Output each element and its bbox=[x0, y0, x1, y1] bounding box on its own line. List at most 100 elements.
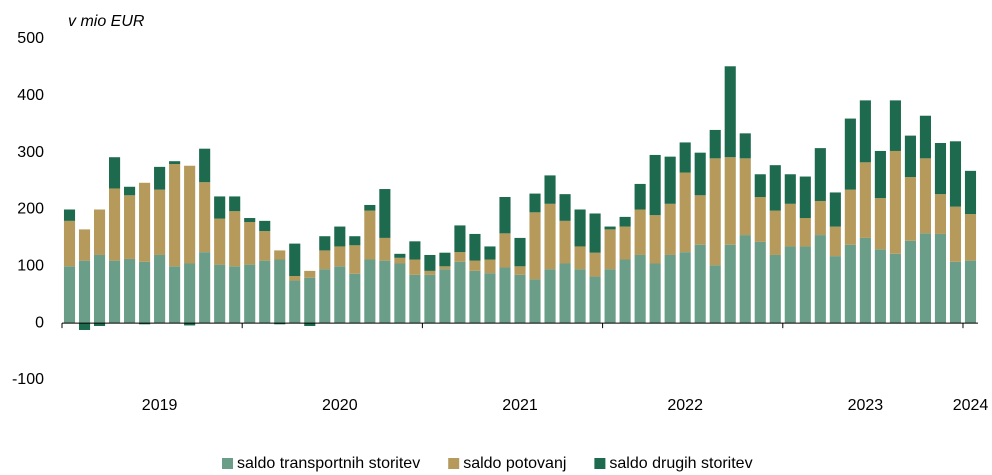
bar bbox=[904, 240, 916, 324]
bar bbox=[904, 177, 916, 241]
bar bbox=[469, 270, 481, 324]
bar bbox=[454, 261, 466, 324]
bar bbox=[334, 266, 346, 324]
bar bbox=[529, 193, 541, 213]
bar bbox=[499, 196, 511, 234]
y-tick-label: 0 bbox=[35, 314, 44, 331]
bar bbox=[499, 267, 511, 324]
bar bbox=[424, 270, 436, 275]
y-tick-label: 300 bbox=[17, 144, 44, 161]
y-tick-label: 500 bbox=[17, 30, 44, 47]
bar bbox=[829, 192, 841, 227]
bar bbox=[889, 253, 901, 324]
bar bbox=[574, 246, 586, 270]
bar bbox=[559, 194, 571, 221]
bar bbox=[139, 182, 151, 262]
x-tick-label: 2019 bbox=[142, 397, 178, 414]
bar bbox=[634, 254, 646, 324]
bar bbox=[289, 275, 301, 281]
bar bbox=[154, 189, 166, 255]
bar bbox=[409, 274, 421, 324]
legend-swatch bbox=[222, 458, 233, 469]
bar bbox=[394, 253, 406, 258]
bar bbox=[799, 218, 811, 247]
bar bbox=[214, 264, 226, 324]
bar bbox=[289, 280, 301, 324]
bar bbox=[889, 100, 901, 151]
bar bbox=[394, 263, 406, 324]
bar bbox=[394, 257, 406, 264]
bar bbox=[829, 256, 841, 324]
bar bbox=[589, 213, 601, 253]
legend-label: saldo drugih storitev bbox=[609, 455, 752, 472]
bar bbox=[814, 148, 826, 201]
bar bbox=[829, 226, 841, 257]
y-tick-label: 200 bbox=[17, 201, 44, 218]
bar bbox=[154, 254, 166, 324]
bar bbox=[544, 269, 556, 324]
y-tick-label: -100 bbox=[12, 371, 44, 388]
bar bbox=[214, 196, 226, 219]
bar bbox=[619, 216, 631, 227]
x-tick-label: 2024 bbox=[953, 397, 989, 414]
bar bbox=[78, 229, 91, 261]
bar bbox=[844, 189, 856, 245]
bar bbox=[664, 254, 676, 324]
bar bbox=[814, 200, 826, 236]
bar bbox=[439, 252, 451, 267]
bar bbox=[874, 249, 886, 324]
bar bbox=[274, 250, 286, 260]
bar bbox=[469, 260, 481, 271]
bar bbox=[229, 196, 241, 212]
bar bbox=[109, 260, 121, 324]
bar bbox=[63, 220, 76, 267]
bar bbox=[964, 214, 977, 261]
bar bbox=[919, 158, 931, 234]
bar bbox=[739, 235, 751, 324]
bar bbox=[424, 274, 436, 324]
bar bbox=[649, 263, 661, 324]
bar bbox=[184, 323, 196, 326]
bar bbox=[169, 164, 181, 267]
bar bbox=[859, 100, 871, 163]
bar bbox=[529, 212, 541, 280]
bar bbox=[409, 241, 421, 260]
bar bbox=[664, 156, 676, 204]
bar bbox=[574, 209, 586, 247]
bar bbox=[124, 195, 136, 259]
bar bbox=[229, 266, 241, 324]
bar bbox=[634, 209, 646, 255]
bar bbox=[709, 158, 721, 266]
y-axis-label: v mio EUR bbox=[68, 13, 145, 30]
bar bbox=[544, 175, 556, 204]
bar bbox=[409, 259, 421, 275]
bar bbox=[199, 148, 211, 183]
bar bbox=[604, 229, 616, 270]
bar bbox=[559, 263, 571, 324]
bar bbox=[214, 218, 226, 265]
bar bbox=[439, 269, 451, 324]
bar bbox=[499, 233, 511, 268]
bar bbox=[199, 252, 211, 324]
bar bbox=[874, 150, 886, 199]
bar bbox=[78, 260, 91, 324]
bar bbox=[754, 241, 766, 324]
bar bbox=[799, 176, 811, 219]
bar bbox=[199, 182, 211, 253]
bar bbox=[919, 115, 931, 159]
x-tick-label: 2020 bbox=[322, 397, 358, 414]
bar bbox=[289, 243, 301, 276]
x-tick-label: 2021 bbox=[502, 397, 538, 414]
bar bbox=[349, 273, 361, 324]
bar bbox=[934, 194, 947, 234]
bar bbox=[559, 220, 571, 264]
bar bbox=[754, 196, 766, 242]
bar bbox=[364, 259, 376, 324]
bar bbox=[544, 203, 556, 270]
bar bbox=[739, 158, 751, 236]
bar bbox=[364, 204, 376, 211]
bar bbox=[574, 269, 586, 324]
bar bbox=[634, 183, 646, 210]
bar bbox=[319, 236, 331, 251]
bar bbox=[259, 220, 271, 232]
